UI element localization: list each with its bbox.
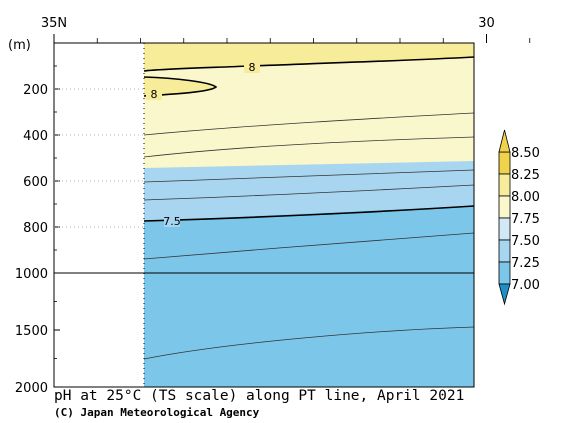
chart-credit: (C) Japan Meteorological Agency [54, 406, 260, 419]
y-unit-label: (m) [8, 38, 31, 53]
colorbar-tick-label: 8.25 [511, 168, 540, 183]
contour-7.7 [143, 169, 475, 183]
colorbar-top-arrow [498, 129, 511, 153]
contour-7.6 [143, 184, 475, 201]
colorbar: 8.50 8.25 8.00 7.75 7.50 7.25 7.00 [498, 129, 540, 306]
colorbar-segment [498, 195, 511, 219]
colorbar-segment [498, 173, 511, 197]
colorbar-segment [498, 261, 511, 285]
colorbar-segment [498, 151, 511, 175]
contour-label-text: 8 [249, 61, 256, 74]
contour-7.3 [143, 326, 475, 360]
contour-label: 8 [146, 87, 162, 101]
colorbar-segment [498, 217, 511, 241]
colorbar-tick-label: 7.75 [511, 212, 540, 227]
contour-labels: 887.5 [146, 60, 260, 228]
contour-label-text: 8 [151, 88, 158, 101]
contour-label-bg [244, 60, 260, 73]
contour-label: 7.5 [163, 214, 181, 228]
contour-lines [54, 43, 475, 387]
x-tick-label: 35N [41, 16, 67, 31]
y-tick-label: 800 [23, 221, 48, 236]
contour-label: 8 [244, 60, 260, 74]
fill-8.00-8.25-top [144, 43, 474, 71]
colorbar-tick-label: 8.00 [511, 190, 540, 205]
y-tick-label: 400 [23, 129, 48, 144]
contour-label-text: 7.5 [163, 215, 181, 228]
y-tick-label: 1000 [15, 267, 48, 282]
contour-7.8 [143, 136, 475, 158]
contour-label-bg [164, 214, 180, 227]
colorbar-bottom-arrow [498, 283, 511, 306]
y-tick-label: 1500 [15, 324, 48, 339]
contour-8.0-top [143, 56, 475, 72]
contour-7.9 [143, 112, 475, 136]
y-tick-label: 600 [23, 175, 48, 190]
contour-7.4 [143, 232, 475, 260]
y-tick-label: 2000 [15, 381, 48, 396]
plot-frame [53, 42, 475, 388]
colorbar-tick-label: 7.50 [511, 234, 540, 249]
colorbar-tick-label: 7.00 [511, 278, 540, 293]
fill-7.75-8.00 [144, 43, 474, 168]
contour-7.5 [143, 205, 475, 222]
contour-8.0-tongue [143, 76, 218, 97]
colorbar-tick-label: 8.50 [511, 146, 540, 161]
x-tick-label: 30 [478, 16, 495, 31]
colorbar-segment [498, 239, 511, 263]
y-tick-label: 200 [23, 83, 48, 98]
colorbar-tick-label: 7.25 [511, 256, 540, 271]
plot-fills [144, 43, 474, 387]
contour-label-bg [146, 87, 162, 100]
chart-title: pH at 25°C (TS scale) along PT line, Apr… [54, 388, 465, 404]
